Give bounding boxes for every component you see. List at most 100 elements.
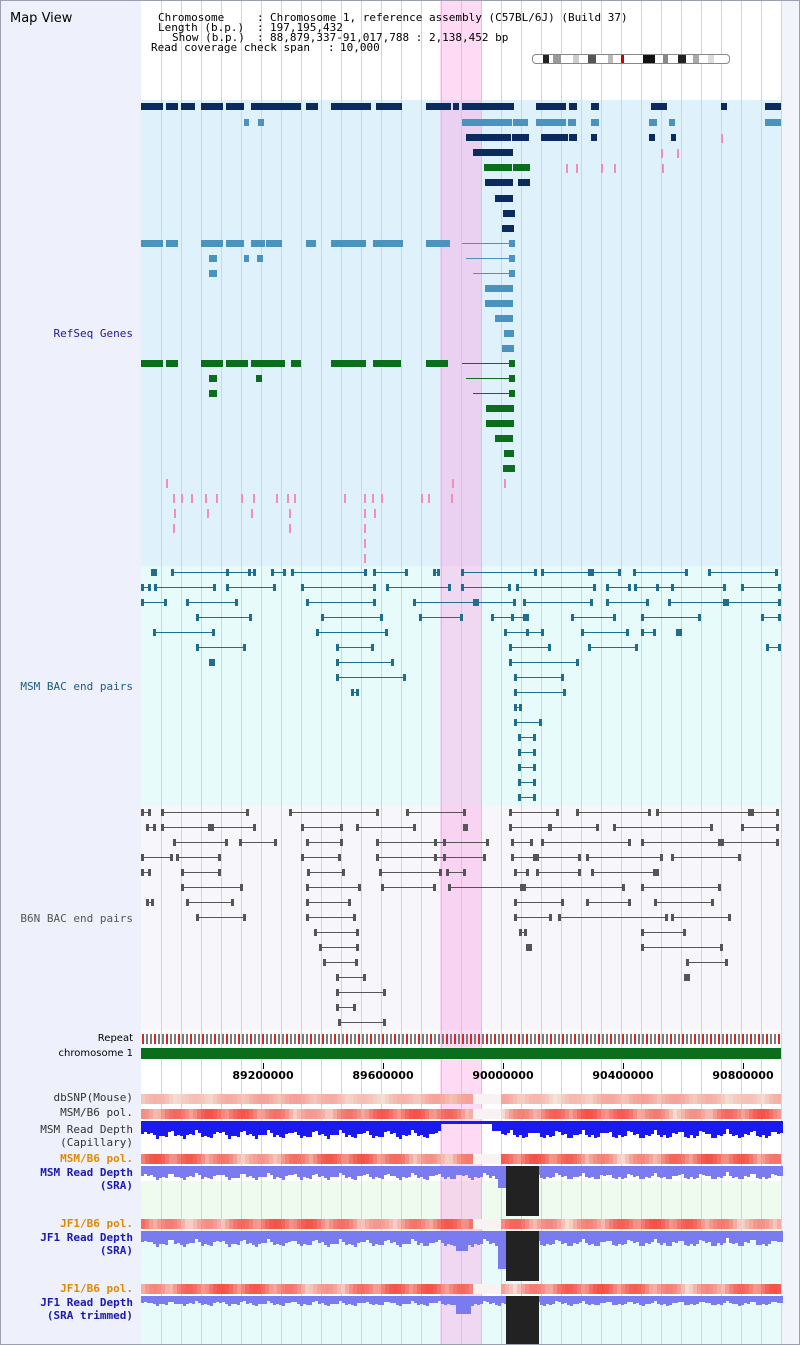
msm-bac-pair-link[interactable] [301,587,376,588]
refseq-gene-exon[interactable] [495,195,513,202]
refseq-gene-exon[interactable] [331,103,371,110]
repeat-element[interactable] [614,1034,616,1044]
mrna-tick[interactable] [381,494,383,503]
track-label-msm-bac[interactable]: MSM BAC end pairs [20,680,133,693]
repeat-element[interactable] [410,1034,412,1044]
refseq-gene-exon[interactable] [201,103,223,110]
b6n-bac-pair-link[interactable] [549,827,599,828]
refseq-gene-exon[interactable] [721,103,727,110]
msm-bac-pair-link[interactable] [766,647,781,648]
repeat-element[interactable] [554,1034,556,1044]
refseq-gene-exon[interactable] [513,119,528,126]
b6n-bac-pair-link[interactable] [319,947,359,948]
repeat-element[interactable] [598,1034,600,1044]
b6n-bac-pair-link[interactable] [641,887,721,888]
refseq-gene-exon[interactable] [518,179,530,186]
refseq-gene-exon[interactable] [306,103,318,110]
msm-bac-pair-link[interactable] [321,617,383,618]
mrna-tick[interactable] [364,554,366,563]
repeat-element[interactable] [158,1034,160,1044]
b6n-bac-pair-link[interactable] [301,827,343,828]
refseq-gene-exon[interactable] [569,134,577,141]
b6n-bac-pair-link[interactable] [511,842,533,843]
repeat-element[interactable] [422,1034,424,1044]
repeat-element[interactable] [250,1034,252,1044]
b6n-bac-pair-link[interactable] [514,917,552,918]
refseq-gene-exon[interactable] [536,119,566,126]
refseq-gene-exon[interactable] [485,179,513,186]
repeat-element[interactable] [426,1034,428,1044]
refseq-gene-exon[interactable] [426,103,451,110]
refseq-gene-exon[interactable] [568,119,576,126]
repeat-element[interactable] [242,1034,244,1044]
repeat-element[interactable] [586,1034,588,1044]
b6n-bac-pair-link[interactable] [641,842,721,843]
repeat-element[interactable] [470,1034,472,1044]
repeat-element[interactable] [430,1034,432,1044]
msm-bac-pair-link[interactable] [476,602,516,603]
msm-bac-pair-link[interactable] [509,647,551,648]
repeat-element[interactable] [402,1034,404,1044]
repeat-element[interactable] [174,1034,176,1044]
repeat-element[interactable] [262,1034,264,1044]
msm-bac-pair-link[interactable] [291,572,367,573]
msm-bac-pair-link[interactable] [606,587,631,588]
refseq-gene-exon[interactable] [502,345,514,352]
b6n-bac-pair-link[interactable] [141,872,151,873]
repeat-element[interactable] [570,1034,572,1044]
repeat-element[interactable] [458,1034,460,1044]
b6n-bac-pair-link[interactable] [406,812,466,813]
repeat-element[interactable] [290,1034,292,1044]
msm-bac-pair-link[interactable] [523,602,593,603]
repeat-element[interactable] [674,1034,676,1044]
refseq-gene-exon[interactable] [486,405,514,412]
b6n-bac-pair-link[interactable] [186,902,234,903]
repeat-element[interactable] [646,1034,648,1044]
msm-bac-pair-link[interactable] [306,602,376,603]
b6n-bac-pair-link[interactable] [656,812,751,813]
repeat-element[interactable] [406,1034,408,1044]
refseq-gene-exon[interactable] [209,255,217,262]
b6n-bac-pair-link[interactable] [446,872,466,873]
b6n-bac-pair-link[interactable] [301,857,341,858]
b6n-bac-pair-link[interactable] [146,902,154,903]
b6n-bac-pair-link[interactable] [176,857,221,858]
repeat-element[interactable] [326,1034,328,1044]
repeat-element[interactable] [286,1034,288,1044]
msm-bac-pair-link[interactable] [514,692,566,693]
refseq-gene-exon[interactable] [462,103,514,110]
refseq-gene-exon[interactable] [466,134,511,141]
refseq-gene-exon[interactable] [226,103,244,110]
repeat-element[interactable] [302,1034,304,1044]
repeat-element[interactable] [478,1034,480,1044]
b6n-bac-pair-link[interactable] [173,842,228,843]
repeat-element[interactable] [314,1034,316,1044]
msm-bac-pair-link[interactable] [634,587,674,588]
b6n-bac-pair-link[interactable] [558,917,668,918]
mrna-tick[interactable] [173,494,175,503]
repeat-element[interactable] [418,1034,420,1044]
repeat-element[interactable] [690,1034,692,1044]
b6n-bac-pair-link[interactable] [536,872,581,873]
repeat-element[interactable] [710,1034,712,1044]
refseq-gene-exon[interactable] [486,420,514,427]
repeat-element[interactable] [282,1034,284,1044]
chromosome-ideogram[interactable] [532,54,730,64]
repeat-element[interactable] [522,1034,524,1044]
msm-bac-pair-link[interactable] [316,632,388,633]
mrna-tick[interactable] [364,509,366,518]
refseq-gene-exon[interactable] [591,134,597,141]
track-label-refseq[interactable]: RefSeq Genes [53,327,133,340]
refseq-gene-exon[interactable] [569,103,577,110]
b6n-bac-pair-link[interactable] [146,827,156,828]
msm-bac-pair-link[interactable] [153,632,215,633]
refseq-gene-exon[interactable] [503,210,515,217]
b6n-bac-pair-link[interactable] [434,842,489,843]
b6n-bac-pair-link[interactable] [511,857,536,858]
repeat-element[interactable] [358,1034,360,1044]
repeat-element[interactable] [686,1034,688,1044]
repeat-element[interactable] [266,1034,268,1044]
msm-bac-pair-link[interactable] [591,572,621,573]
mrna-tick[interactable] [364,524,366,533]
repeat-element[interactable] [682,1034,684,1044]
